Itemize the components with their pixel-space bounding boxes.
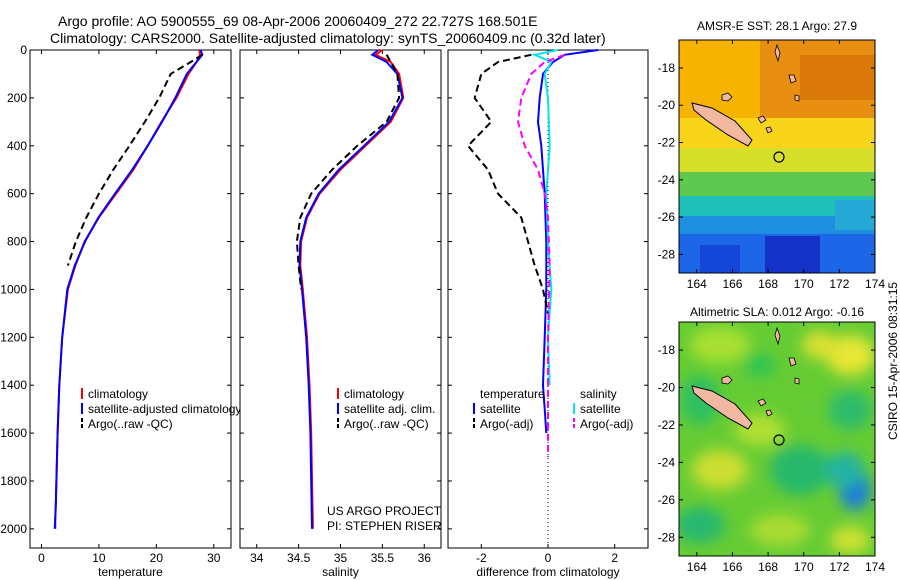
- legend-label: Argo(-adj): [580, 417, 633, 431]
- x-tick-label: 35.5: [371, 551, 395, 565]
- map-y-tick-label: -18: [658, 343, 676, 357]
- map-x-tick-label: 168: [758, 277, 778, 291]
- x-tick-label: 0: [38, 551, 45, 565]
- sst-map-title: AMSR-E SST: 28.1 Argo: 27.9: [697, 19, 857, 33]
- map-x-tick-label: 166: [722, 560, 742, 574]
- x-tick-label: -2: [476, 551, 487, 565]
- header-line-1: Argo profile: AO 5900555_69 08-Apr-2006 …: [58, 13, 538, 29]
- y-tick-label: 600: [7, 187, 27, 201]
- map-x-tick-label: 174: [865, 277, 885, 291]
- map-y-tick-label: -24: [658, 455, 676, 469]
- map-x-tick-label: 164: [687, 277, 707, 291]
- y-tick-label: 1000: [0, 282, 27, 296]
- series-line-salinity-satellite: [531, 49, 559, 386]
- x-tick-label: 10: [92, 551, 106, 565]
- series-line-satellite-adj-clim-: [298, 49, 404, 529]
- y-tick-label: 0: [20, 43, 27, 57]
- side-stamp: CSIRO 15-Apr-2006 08:31:15: [886, 281, 900, 440]
- legend-label: climatology: [344, 387, 404, 401]
- temperature-panel: 0 10 20 30 temperature 0 200 400 600 800 1000 1200 1…: [0, 43, 241, 579]
- map-x-tick-label: 172: [829, 277, 849, 291]
- pi-label: PI: STEPHEN RISER: [327, 519, 442, 533]
- x-tick-label: 2: [611, 551, 618, 565]
- x-axis-label: salinity: [322, 565, 359, 579]
- sla-map-image: [679, 322, 875, 556]
- map-x-tick-label: 164: [687, 560, 707, 574]
- legend-label: Argo(-adj): [480, 417, 533, 431]
- map-y-tick-label: -24: [658, 173, 676, 187]
- map-y-tick-label: -26: [658, 210, 676, 224]
- sla-map-axes: 164 166 168 170 172 174 -18 -20 -22 -24 -26 -28: [658, 322, 885, 574]
- header-line-2: Climatology: CARS2000. Satellite-adjuste…: [50, 30, 606, 46]
- x-axis-label: temperature: [98, 565, 163, 579]
- legend-title-salinity: salinity: [580, 387, 617, 401]
- legend-label: satellite-adjusted climatology: [88, 402, 241, 416]
- sla-map-frame: [678, 321, 876, 557]
- y-tick-label: 1200: [0, 330, 27, 344]
- y-tick-label: 200: [7, 91, 27, 105]
- legend-label: satellite adj. clim.: [344, 402, 435, 416]
- map-y-tick-label: -20: [658, 381, 676, 395]
- map-y-tick-label: -18: [658, 61, 676, 75]
- sla-map-title: Altimetric SLA: 0.012 Argo: -0.16: [690, 305, 864, 319]
- map-y-tick-label: -22: [658, 418, 676, 432]
- x-tick-label: 36: [418, 551, 432, 565]
- map-x-tick-label: 172: [829, 560, 849, 574]
- legend-label: Argo(..raw -QC): [344, 417, 429, 431]
- panel-frame: [239, 49, 442, 549]
- x-tick-label: 0: [545, 551, 552, 565]
- map-y-tick-label: -28: [658, 530, 676, 544]
- x-tick-label: 20: [150, 551, 164, 565]
- x-tick-label: 35: [334, 551, 348, 565]
- x-axis-label: difference from climatology: [476, 565, 619, 579]
- x-tick-label: 34.5: [287, 551, 311, 565]
- series-line-satellite-adjusted-climatology: [53, 49, 204, 529]
- series-line-argo-raw-qc-: [295, 54, 401, 290]
- map-y-tick-label: -26: [658, 493, 676, 507]
- map-x-tick-label: 170: [794, 277, 814, 291]
- y-tick-label: 2000: [0, 522, 27, 536]
- salinity-panel: 34 34.5 35 35.5 36 salinity climatologysatelli…: [239, 49, 442, 579]
- sst-map-frame: [678, 39, 876, 274]
- project-label: US ARGO PROJECT: [327, 504, 442, 518]
- map-x-tick-label: 166: [722, 277, 742, 291]
- x-tick-label: 34: [250, 551, 264, 565]
- y-tick-label: 400: [7, 139, 27, 153]
- x-tick-label: 30: [207, 551, 221, 565]
- legend-label: satellite: [580, 402, 621, 416]
- series-line-argo-raw-qc-: [66, 53, 203, 266]
- y-tick-label: 1400: [0, 378, 27, 392]
- y-tick-label: 1800: [0, 474, 27, 488]
- series-line-salinity-argo-adj-: [516, 53, 566, 457]
- sst-map-image: [679, 40, 875, 273]
- legend-label: satellite: [480, 402, 521, 416]
- legend-label: Argo(..raw -QC): [88, 417, 173, 431]
- map-x-tick-label: 170: [794, 560, 814, 574]
- y-tick-label: 1600: [0, 426, 27, 440]
- legend-label: climatology: [88, 387, 148, 401]
- panel-frame: [29, 49, 232, 549]
- map-y-tick-label: -20: [658, 98, 676, 112]
- map-x-tick-label: 174: [865, 560, 885, 574]
- map-y-tick-label: -28: [658, 247, 676, 261]
- map-y-tick-label: -22: [658, 136, 676, 150]
- map-x-tick-label: 168: [758, 560, 778, 574]
- legend-title-temperature: temperature: [480, 387, 545, 401]
- y-tick-label: 800: [7, 235, 27, 249]
- sst-map-axes: 164 166 168 170 172 174 -18 -20 -22 -24 -26 -28: [658, 40, 885, 291]
